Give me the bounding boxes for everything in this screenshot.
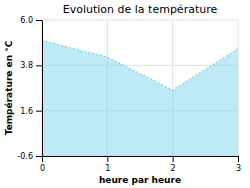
tick: 6.0 xyxy=(20,16,42,25)
axis-line xyxy=(42,21,43,157)
tick-label: 3.8 xyxy=(20,61,33,70)
tick: 3.8 xyxy=(20,61,42,70)
x-axis-title: heure par heure xyxy=(99,175,181,185)
tick-mark xyxy=(42,156,43,162)
tick-label: 6.0 xyxy=(20,16,33,25)
tick-mark xyxy=(36,156,42,157)
y-axis: -0.6 1.6 3.8 6.0 xyxy=(17,16,42,161)
tick-label: 2 xyxy=(171,164,176,173)
tick: 3 xyxy=(236,156,241,173)
x-axis: 0 1 2 3 xyxy=(40,156,241,173)
chart: 0 1 2 3 -0.6 1.6 3.8 6.0 Evolution de la tempéra… xyxy=(0,0,250,188)
tick: 2 xyxy=(171,156,176,173)
tick-label: 0 xyxy=(40,164,45,173)
tick-mark xyxy=(36,65,42,66)
tick-mark xyxy=(173,156,174,162)
tick-mark xyxy=(36,20,42,21)
tick: 0 xyxy=(40,156,45,173)
tick: 1 xyxy=(105,156,110,173)
tick-mark xyxy=(107,156,108,162)
tick-label: 3 xyxy=(236,164,241,173)
tick-label: -0.6 xyxy=(17,152,33,161)
line xyxy=(42,41,238,90)
area xyxy=(42,41,238,156)
tick: -0.6 xyxy=(17,152,42,161)
tick-label: 1.6 xyxy=(20,107,33,116)
tick-mark xyxy=(36,111,42,112)
y-axis-title: Température en °C xyxy=(4,40,14,135)
tick: 1.6 xyxy=(20,107,42,116)
plot: 0 1 2 3 -0.6 1.6 3.8 6.0 xyxy=(17,16,241,173)
grid-line xyxy=(42,20,43,156)
grid xyxy=(42,20,238,156)
marks xyxy=(42,41,238,156)
tick-label: 1 xyxy=(105,164,110,173)
grid-line xyxy=(42,20,238,21)
tick-mark xyxy=(238,156,239,162)
title: Evolution de la température xyxy=(63,3,218,16)
axis-line xyxy=(43,156,239,157)
